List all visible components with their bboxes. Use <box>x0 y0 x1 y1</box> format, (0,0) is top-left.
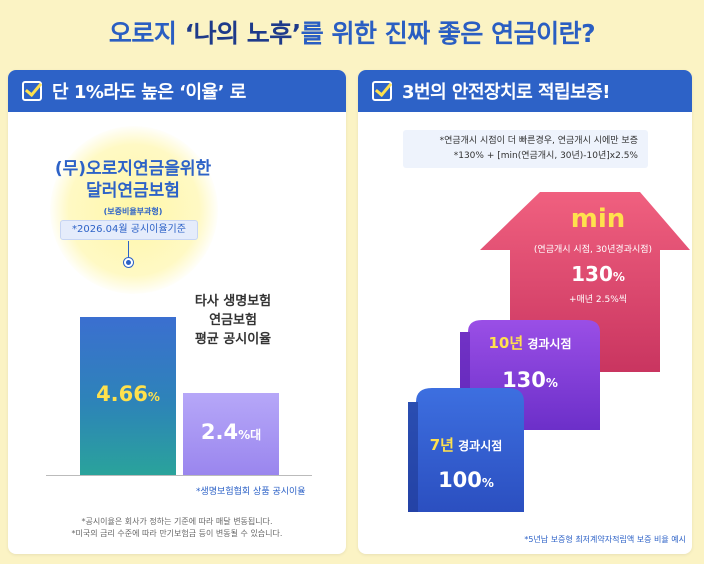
rate-footnotes: *공시이율은 회사가 정하는 기준에 따라 매달 변동됩니다. *미국의 금리 … <box>71 517 283 538</box>
product-name-line2: 달러연금보험 <box>86 181 180 201</box>
staircase-graphic <box>408 192 690 512</box>
guarantee-panel-title: 3번의 안전장치로 적립보증! <box>402 82 610 103</box>
rate-source-note: *생명보험협회 상품 공시이율 <box>196 487 306 497</box>
title-emphasis: ‘나의 노후’ <box>184 19 302 48</box>
checkbox-icon <box>22 81 42 101</box>
product-name: (무)오로지연금을위한 달러연금보험 <box>38 158 228 202</box>
highlight-glow <box>50 126 218 294</box>
title-post: 를 위한 진짜 좋은 연금이란? <box>300 19 596 48</box>
product-subtitle: (보증비율부과형) <box>103 207 163 216</box>
step-7-years <box>408 388 524 512</box>
other-average-label: 타사 생명보험 연금보험 평균 공시이율 <box>194 294 272 347</box>
step-min-value: 130% <box>571 262 625 286</box>
bar-our-product <box>80 316 176 475</box>
step-min-extra: +매년 2.5%씩 <box>568 295 628 305</box>
chart-baseline <box>46 475 312 476</box>
step-7-value: 100% <box>438 468 494 492</box>
guarantee-source-note: *5년납 보증형 최저계약자적립액 보증 비율 예시 <box>524 535 686 544</box>
guarantee-panel-header: 3번의 안전장치로 적립보증! <box>358 70 692 112</box>
checkbox-icon <box>372 81 392 101</box>
bar-value-our-product: 4.66% <box>96 381 160 406</box>
step-7-title: 7년 경과시점 <box>429 436 503 454</box>
page-title: 오로지 ‘나의 노후’를 위한 진짜 좋은 연금이란? <box>0 14 704 50</box>
step-min-title: min <box>570 204 626 234</box>
step-10-value: 130% <box>502 368 558 392</box>
formula-box: *연금개시 시점이 더 빠른경우, 연금개시 시에만 보증 *130% + [m… <box>403 130 648 168</box>
step-10-title: 10년 경과시점 <box>488 334 572 352</box>
bar-value-other-average: 2.4%대 <box>200 420 262 445</box>
rate-basis-badge: *2026.04월 공시이율기준 <box>60 220 198 240</box>
rate-panel-title: 단 1%라도 높은 ‘이율’ 로 <box>52 82 246 103</box>
pointer-line <box>128 241 129 263</box>
step-min-subtitle: (연금개시 시점, 30년경과시점) <box>533 245 653 255</box>
pointer-dot <box>124 258 133 267</box>
guarantee-panel: 3번의 안전장치로 적립보증! *연금개시 시점이 더 빠른경우, 연금개시 시… <box>358 70 692 554</box>
bar-other-average <box>183 393 279 475</box>
rate-panel: 단 1%라도 높은 ‘이율’ 로 (무)오로지연금을위한 달러연금보험 (보증비… <box>8 70 346 554</box>
rate-panel-header: 단 1%라도 높은 ‘이율’ 로 <box>8 70 346 112</box>
title-pre: 오로지 <box>108 19 185 48</box>
product-name-line1: (무)오로지연금을위한 <box>54 159 212 179</box>
